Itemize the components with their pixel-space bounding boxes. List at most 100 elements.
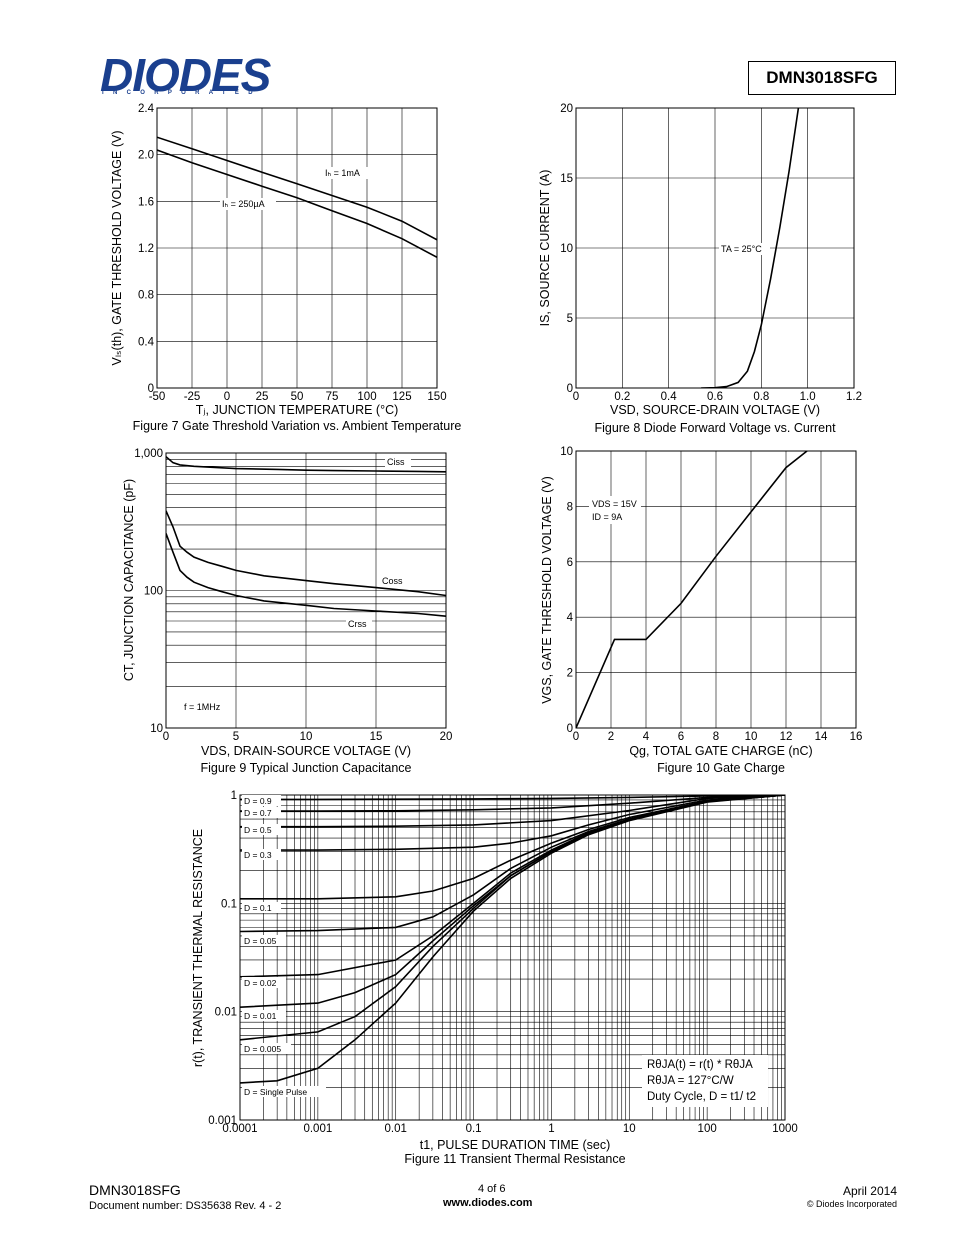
series-label: Ciss bbox=[387, 457, 405, 467]
plot-frame bbox=[575, 450, 857, 729]
logo-subtitle: INCORPORATED bbox=[102, 90, 262, 96]
y-axis-label: CT, JUNCTION CAPACITANCE (pF) bbox=[122, 479, 136, 681]
series-label: D = 0.01 bbox=[244, 1011, 277, 1021]
figure-caption: Figure 8 Diode Forward Voltage vs. Curre… bbox=[594, 421, 836, 435]
chart-annotation: ID = 9A bbox=[592, 512, 622, 522]
y-tick-label: 0 bbox=[567, 383, 573, 395]
x-tick-label: 8 bbox=[713, 731, 719, 743]
logo-text: DIODES bbox=[100, 49, 271, 101]
x-tick-label: 0.4 bbox=[661, 391, 678, 403]
series-line bbox=[240, 795, 785, 851]
x-tick-label: 100 bbox=[698, 1123, 717, 1135]
y-tick-label: 10 bbox=[560, 446, 573, 458]
x-tick-label: 125 bbox=[392, 391, 411, 403]
chart-fig8: 0 0.2 0.4 0.6 0.8 1.0 1.2 0 5 10 15 20 VSD, SOURCE-D… bbox=[538, 103, 862, 435]
series-line bbox=[240, 795, 785, 933]
part-number-box: DMN3018SFG bbox=[748, 61, 896, 95]
y-tick-label: 1,000 bbox=[134, 448, 163, 460]
y-tick-label: 2.0 bbox=[138, 150, 154, 162]
y-tick-label: 10 bbox=[560, 243, 573, 255]
x-tick-label: 0.001 bbox=[303, 1123, 332, 1135]
x-tick-label: 1.2 bbox=[846, 391, 862, 403]
y-tick-label: 5 bbox=[567, 313, 573, 325]
series-line bbox=[166, 533, 446, 617]
x-tick-label: 10 bbox=[623, 1123, 636, 1135]
legend-text: RθJA(t) = r(t) * RθJA bbox=[647, 1059, 753, 1071]
series-line bbox=[157, 149, 437, 259]
diodes-logo: DIODES bbox=[100, 52, 275, 98]
x-tick-label: 25 bbox=[256, 391, 269, 403]
x-tick-label: 0 bbox=[573, 391, 579, 403]
series-fig11 bbox=[240, 795, 785, 1084]
y-tick-label: 10 bbox=[150, 723, 163, 735]
series-line bbox=[576, 451, 808, 728]
chart-annotation: f = 1MHz bbox=[184, 702, 221, 712]
series-label: D = 0.02 bbox=[244, 978, 277, 988]
y-tick-label: 1.6 bbox=[138, 196, 154, 208]
chart-fig9: 0 5 10 15 20 10 100 1,000 VDS, DRAIN-SOURCE VOLT… bbox=[122, 448, 452, 775]
y-tick-label: 0 bbox=[567, 723, 573, 735]
plot-frame bbox=[239, 794, 786, 1121]
series-label: Crss bbox=[348, 619, 367, 629]
x-tick-label: 10 bbox=[300, 731, 313, 743]
y-axis-label: r(t), TRANSIENT THERMAL RESISTANCE bbox=[191, 829, 205, 1067]
y-tick-label: 1 bbox=[231, 790, 237, 802]
x-axis-label: t1, PULSE DURATION TIME (sec) bbox=[420, 1138, 611, 1152]
x-tick-label: 4 bbox=[643, 731, 650, 743]
series-line bbox=[166, 456, 446, 473]
series-line bbox=[240, 795, 785, 1041]
footer-page: 4 of 6 bbox=[478, 1183, 506, 1195]
x-tick-label: 0 bbox=[224, 391, 230, 403]
series-label: D = Single Pulse bbox=[244, 1087, 307, 1097]
x-tick-label: -50 bbox=[149, 391, 166, 403]
series-label: D = 0.7 bbox=[244, 808, 272, 818]
x-tick-label: -25 bbox=[184, 391, 201, 403]
series-label: Iₕ = 250µA bbox=[222, 199, 265, 209]
x-tick-label: 0.2 bbox=[614, 391, 630, 403]
series-label: D = 0.3 bbox=[244, 850, 272, 860]
series-line bbox=[166, 510, 446, 597]
series-fig8 bbox=[701, 108, 800, 388]
grid-fig8 bbox=[575, 107, 855, 389]
x-tick-label: 0 bbox=[163, 731, 169, 743]
x-tick-label: 0 bbox=[573, 731, 579, 743]
y-axis-label: IS, SOURCE CURRENT (A) bbox=[538, 170, 552, 327]
x-tick-label: 75 bbox=[326, 391, 339, 403]
footer-website[interactable]: www.diodes.com bbox=[443, 1197, 533, 1209]
y-tick-label: 2 bbox=[567, 668, 573, 680]
x-tick-label: 1.0 bbox=[800, 391, 816, 403]
footer-part: DMN3018SFG bbox=[89, 1182, 181, 1198]
legend-text: RθJA = 127°C/W bbox=[647, 1075, 734, 1087]
x-axis-label: VDS, DRAIN-SOURCE VOLTAGE (V) bbox=[201, 744, 411, 758]
y-tick-label: 2.4 bbox=[138, 103, 155, 115]
footer-doc-number: Document number: DS35638 Rev. 4 - 2 bbox=[89, 1200, 282, 1212]
series-line bbox=[240, 795, 785, 812]
y-tick-label: 0.1 bbox=[221, 898, 237, 910]
series-label: D = 0.5 bbox=[244, 825, 272, 835]
x-axis-label: Tⱼ, JUNCTION TEMPERATURE (°C) bbox=[196, 403, 399, 417]
x-axis-label: VSD, SOURCE-DRAIN VOLTAGE (V) bbox=[610, 403, 820, 417]
series-fig10 bbox=[576, 451, 808, 728]
y-tick-label: 6 bbox=[567, 557, 573, 569]
x-tick-label: 150 bbox=[427, 391, 446, 403]
x-tick-label: 14 bbox=[815, 731, 828, 743]
series-line bbox=[240, 795, 785, 801]
series-fig7 bbox=[157, 136, 437, 259]
x-tick-label: 5 bbox=[233, 731, 239, 743]
series-label: Coss bbox=[382, 576, 403, 586]
y-tick-label: 8 bbox=[567, 501, 573, 513]
x-tick-label: 6 bbox=[678, 731, 684, 743]
grid-fig10 bbox=[575, 450, 857, 729]
y-axis-label: Vₗₛ(th), GATE THRESHOLD VOLTAGE (V) bbox=[110, 130, 124, 365]
figure-caption: Figure 11 Transient Thermal Resistance bbox=[404, 1152, 625, 1166]
y-tick-label: 100 bbox=[144, 586, 163, 598]
x-tick-label: 20 bbox=[440, 731, 453, 743]
y-tick-label: 0.01 bbox=[215, 1007, 237, 1019]
figure-caption: Figure 7 Gate Threshold Variation vs. Am… bbox=[133, 419, 462, 433]
x-tick-label: 0.01 bbox=[385, 1123, 407, 1135]
x-tick-label: 10 bbox=[745, 731, 758, 743]
x-tick-label: 12 bbox=[780, 731, 793, 743]
legend-box bbox=[642, 1055, 768, 1107]
